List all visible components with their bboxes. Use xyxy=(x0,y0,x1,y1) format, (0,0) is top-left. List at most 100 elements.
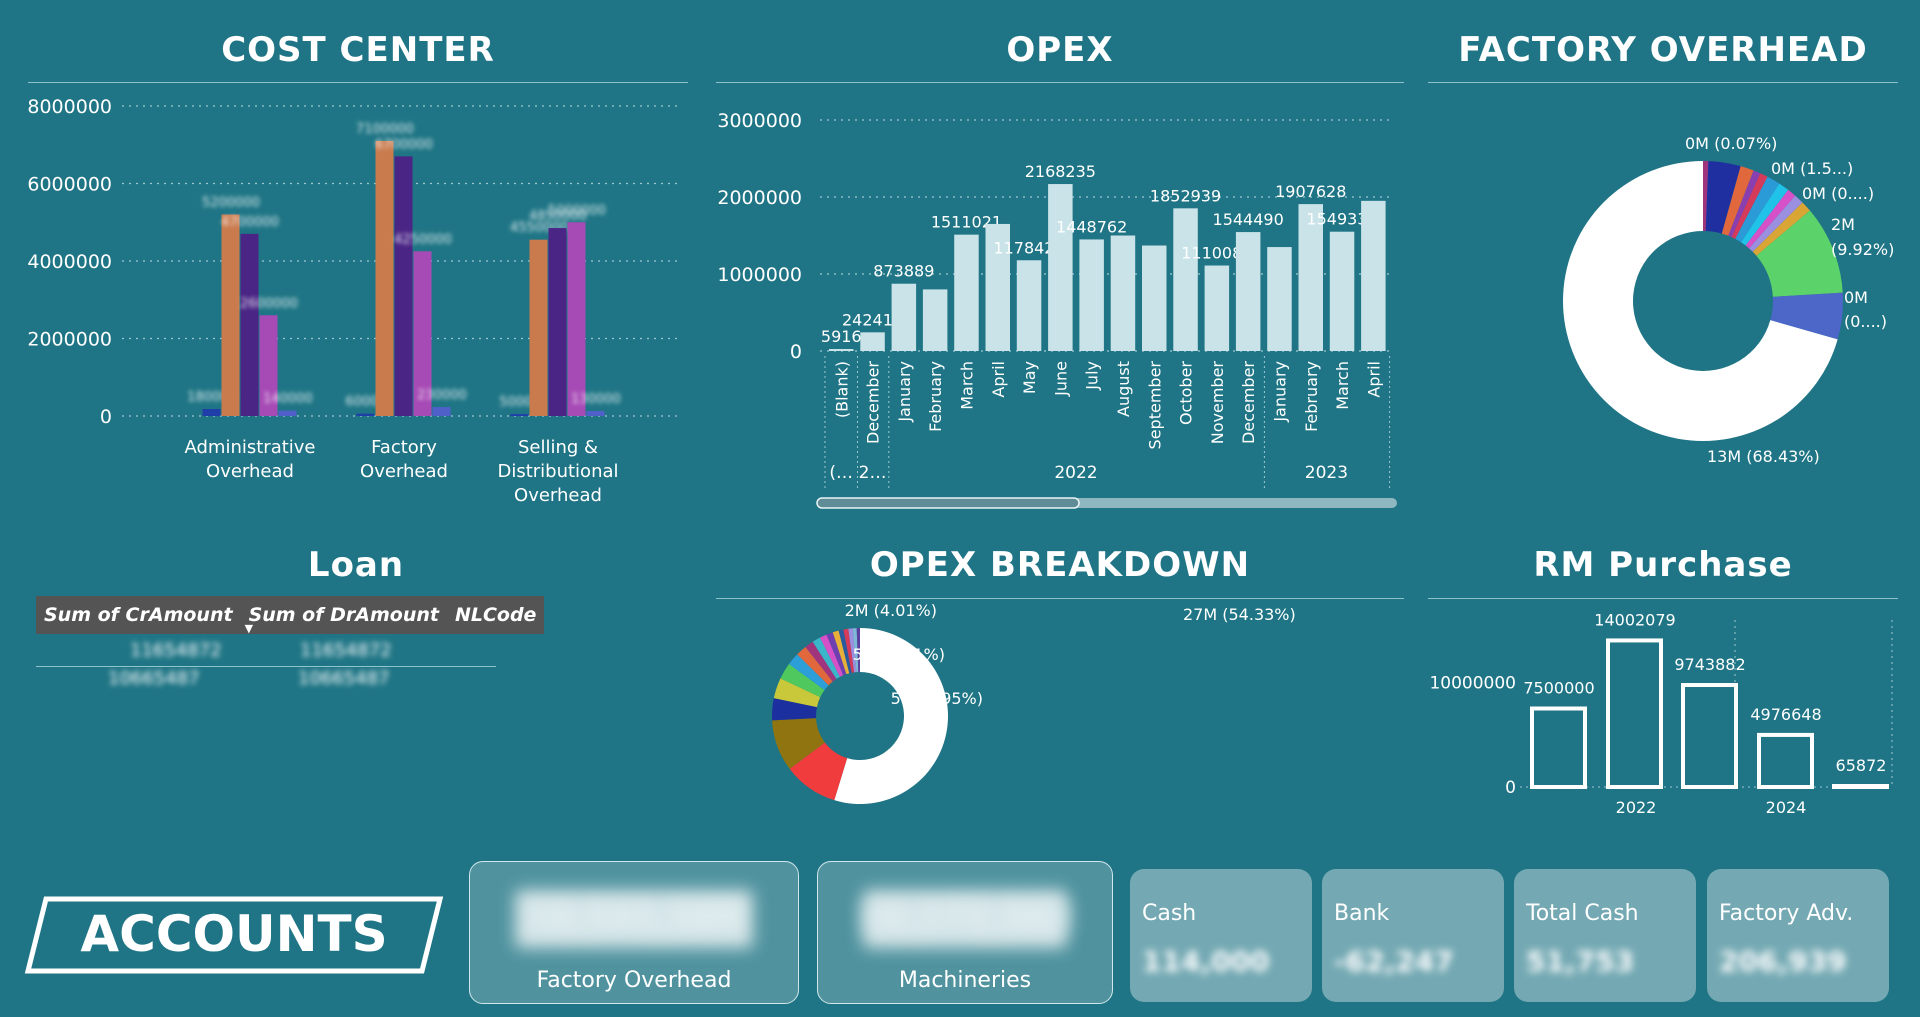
factory-overhead-slice xyxy=(1756,210,1843,297)
cost-center-category-label: Overhead xyxy=(514,485,602,506)
factory-overhead-slice xyxy=(1705,161,1741,234)
factory-overhead-slice xyxy=(1703,161,1709,232)
cost-center-category-label: Overhead xyxy=(206,461,294,482)
factory-overhead-card-value xyxy=(515,890,753,948)
cost-center-category-label: Selling & xyxy=(518,437,598,458)
opex-breakdown-slice xyxy=(812,637,840,679)
opex-breakdown-slice xyxy=(773,678,821,708)
opex-data-label: 5916 xyxy=(821,327,862,346)
kpi-bank[interactable]: Bank -62,247 xyxy=(1322,869,1504,1002)
factory-overhead-label: (9.92%) xyxy=(1831,240,1894,259)
cost-center-data-label: 6700000 xyxy=(375,137,433,152)
opex-bar xyxy=(1267,247,1292,351)
cost-center-bar xyxy=(510,414,529,416)
machineries-card-value-text: 10,172,562 xyxy=(857,898,1073,938)
sort-desc-icon: ▼ xyxy=(244,622,254,635)
factory-overhead-slice xyxy=(1749,195,1803,252)
rm-purchase-bar xyxy=(1757,732,1814,790)
opex-scrollbar-thumb[interactable] xyxy=(816,497,1080,509)
loan-cell-cr-1: 11654872 xyxy=(130,640,222,661)
cost-center-bar xyxy=(586,410,605,416)
loan-title: Loan xyxy=(307,545,405,585)
opex-breakdown-slice xyxy=(788,654,829,691)
cost-center-category-label: Distributional xyxy=(497,461,618,482)
opex-bar xyxy=(1173,208,1198,351)
kpi-total-cash-label: Total Cash xyxy=(1526,901,1639,926)
opex-breakdown-slice xyxy=(797,646,833,686)
opex-breakdown-slice xyxy=(826,632,847,676)
opex-breakdown-slice xyxy=(848,628,857,673)
cost-center-title: COST CENTER xyxy=(221,30,495,70)
opex-bar xyxy=(1361,200,1386,351)
opex-bar xyxy=(1298,204,1323,351)
opex-ytick: 3000000 xyxy=(717,110,802,132)
cost-center-data-label: 5200000 xyxy=(202,196,260,211)
opex-chart: 3000000 2000000 1000000 0 5916 (Blank) 242417 D… xyxy=(717,110,1397,509)
opex-ytick: 1000000 xyxy=(717,264,802,286)
loan-col-nlcode[interactable]: NLCode xyxy=(446,596,545,634)
opex-month-label: March xyxy=(1333,361,1352,410)
opex-data-label: 1907628 xyxy=(1275,182,1346,201)
kpi-cash-value: 114,000 xyxy=(1142,945,1270,978)
kpi-factory-adv[interactable]: Factory Adv. 206,939 xyxy=(1707,869,1889,1002)
opex-breakdown-slice xyxy=(834,628,948,804)
opex-breakdown-slice xyxy=(856,628,860,673)
cost-center-bar xyxy=(548,228,567,416)
opex-month-label: February xyxy=(1302,361,1321,432)
cost-center-bar xyxy=(221,214,240,416)
factory-overhead-slice xyxy=(1735,176,1780,243)
opex-data-label: 1511021 xyxy=(931,213,1002,232)
cost-center-bar xyxy=(202,409,221,416)
factory-overhead-label: 13M (68.43%) xyxy=(1707,447,1820,466)
kpi-factory-adv-value: 206,939 xyxy=(1719,945,1847,978)
opex-bar xyxy=(860,332,885,351)
rm-purchase-bar xyxy=(1530,706,1587,789)
kpi-factory-adv-label: Factory Adv. xyxy=(1719,901,1854,926)
factory-overhead-title: FACTORY OVERHEAD xyxy=(1458,30,1868,70)
factory-overhead-label: 0M (1.5...) xyxy=(1771,159,1853,178)
loan-col-cr[interactable]: Sum of CrAmount xyxy=(36,596,241,634)
cost-center-ytick: 2000000 xyxy=(27,329,112,351)
factory-overhead-slice xyxy=(1731,173,1768,239)
opex-month-label: September xyxy=(1145,361,1164,450)
opex-bar xyxy=(1329,231,1355,351)
rm-purchase-ytick: 0 xyxy=(1505,778,1516,798)
rm-purchase-data-label: 65872 xyxy=(1836,756,1887,775)
opex-month-label: January xyxy=(1270,361,1289,423)
rm-purchase-bar xyxy=(1832,784,1889,789)
machineries-card[interactable]: 10,172,562 Machineries xyxy=(817,861,1113,1004)
cost-center-category-label: Administrative xyxy=(184,437,315,458)
opex-month-label: February xyxy=(926,361,945,432)
rm-purchase-ytick: 10000000 xyxy=(1429,673,1516,693)
opex-data-label: 1549339 xyxy=(1306,210,1377,229)
rm-purchase-bar xyxy=(1681,683,1738,789)
factory-overhead-slice xyxy=(1745,189,1796,249)
factory-overhead-card[interactable]: 10,541,589 Factory Overhead xyxy=(469,861,799,1004)
opex-group-label: 2022 xyxy=(1054,463,1097,483)
cost-center-data-label: 4700000 xyxy=(221,215,279,230)
opex-data-label: 1110085 xyxy=(1181,244,1252,263)
opex-ytick: 2000000 xyxy=(717,187,802,209)
cost-center-bar xyxy=(375,140,394,416)
opex-data-label: 1852939 xyxy=(1150,186,1221,205)
opex-bar xyxy=(1110,235,1136,351)
cost-center-data-label: 140000 xyxy=(263,392,313,407)
opex-month-label: November xyxy=(1208,361,1227,445)
cost-center-data-label: 130000 xyxy=(571,392,621,407)
cost-center-data-label: 4250000 xyxy=(394,232,452,247)
cost-center-bar xyxy=(240,233,259,416)
opex-title: OPEX xyxy=(1006,30,1114,70)
kpi-total-cash[interactable]: Total Cash 51,753 xyxy=(1514,869,1696,1002)
rm-purchase-title: RM Purchase xyxy=(1533,545,1793,585)
loan-col-dr[interactable]: Sum of DrAmount ▼ xyxy=(240,596,447,635)
loan-cell-dr-1: 11654872 xyxy=(300,640,392,661)
cost-center-ytick: 6000000 xyxy=(27,174,112,196)
kpi-cash[interactable]: Cash 114,000 xyxy=(1130,869,1312,1002)
opex-data-label: 2168235 xyxy=(1025,162,1096,181)
machineries-card-label: Machineries xyxy=(898,968,1032,993)
opex-bar xyxy=(954,234,979,351)
opex-month-label: March xyxy=(957,361,976,410)
cost-center-category-label: Factory xyxy=(371,437,437,458)
kpi-bank-value: -62,247 xyxy=(1334,945,1454,978)
cost-center-bar xyxy=(529,239,548,416)
